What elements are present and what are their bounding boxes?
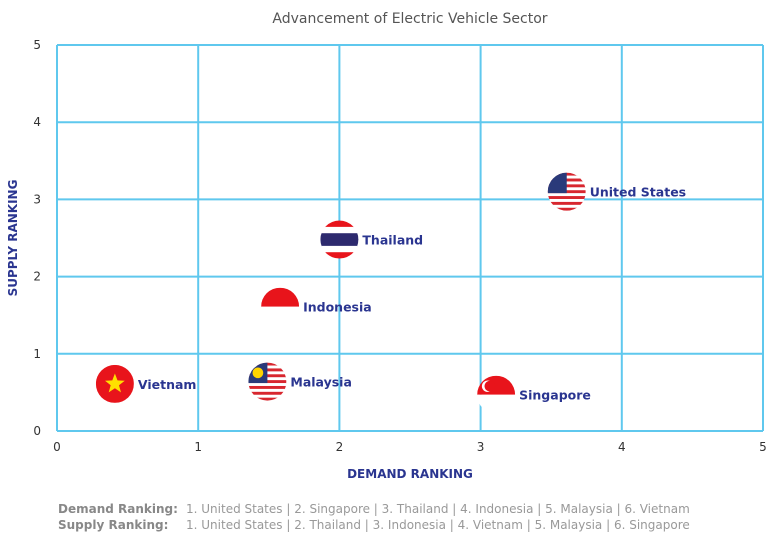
malaysia-flag-icon	[248, 362, 287, 401]
y-axis-label: SUPPLY RANKING	[6, 180, 20, 297]
data-points: Vietnam Malaysia Indonesia Thailand United S…	[95, 172, 686, 414]
x-tick-label: 1	[194, 440, 202, 454]
y-tick-label: 2	[33, 270, 41, 284]
x-tick-label: 2	[336, 440, 344, 454]
singapore-flag-icon	[477, 375, 516, 414]
data-point-singapore: Singapore	[477, 375, 591, 414]
x-tick-label: 0	[53, 440, 61, 454]
x-tick-label: 5	[759, 440, 767, 454]
supply-ranking-legend: Supply Ranking: 1. United States | 2. Tha…	[58, 518, 690, 532]
vietnam-flag-icon	[95, 364, 134, 403]
thailand-flag-icon	[320, 220, 359, 259]
demand-ranking-text: 1. United States | 2. Singapore | 3. Tha…	[186, 502, 690, 516]
y-tick-label: 1	[33, 347, 41, 361]
data-point-united-states: United States	[547, 172, 686, 211]
point-label: Vietnam	[138, 377, 197, 392]
chart-title: Advancement of Electric Vehicle Sector	[272, 11, 547, 27]
indonesia-flag-icon	[261, 287, 300, 326]
y-tick-label: 5	[33, 38, 41, 52]
x-axis-label: DEMAND RANKING	[347, 467, 473, 481]
tick-labels: 0 1 2 3 4 5 0 1 2 3 4 5	[33, 38, 766, 454]
supply-ranking-label: Supply Ranking:	[58, 518, 169, 532]
usa-flag-icon	[547, 172, 586, 211]
y-tick-label: 3	[33, 192, 41, 206]
data-point-vietnam: Vietnam	[95, 364, 197, 403]
point-label: Malaysia	[290, 375, 352, 390]
demand-ranking-label: Demand Ranking:	[58, 502, 178, 516]
data-point-malaysia: Malaysia	[248, 362, 352, 401]
grid	[56, 44, 764, 432]
point-label: Thailand	[362, 233, 423, 248]
x-tick-label: 3	[477, 440, 485, 454]
data-point-thailand: Thailand	[320, 220, 423, 259]
point-label: Singapore	[519, 388, 591, 403]
demand-ranking-legend: Demand Ranking: 1. United States | 2. Sin…	[58, 502, 690, 516]
point-label: United States	[590, 185, 686, 200]
y-tick-label: 4	[33, 115, 41, 129]
point-label: Indonesia	[303, 300, 372, 315]
scatter-chart: Advancement of Electric Vehicle Sector 0…	[6, 11, 767, 481]
supply-ranking-text: 1. United States | 2. Thailand | 3. Indo…	[186, 518, 690, 532]
x-tick-label: 4	[618, 440, 626, 454]
y-tick-label: 0	[33, 424, 41, 438]
data-point-indonesia: Indonesia	[261, 287, 372, 326]
